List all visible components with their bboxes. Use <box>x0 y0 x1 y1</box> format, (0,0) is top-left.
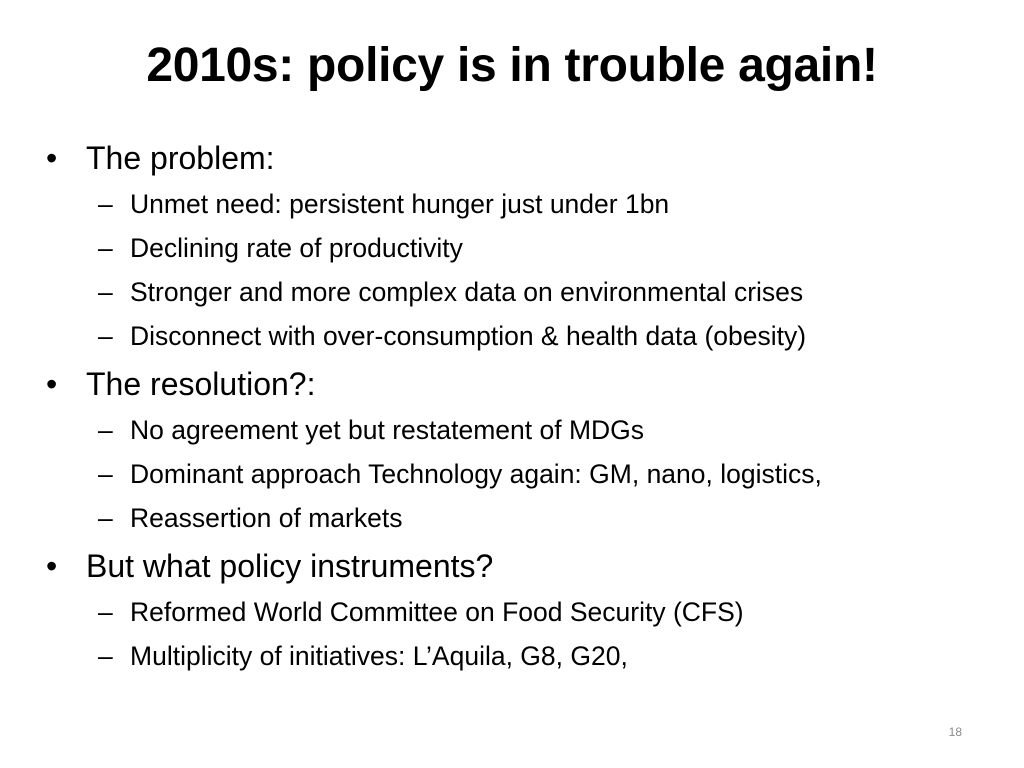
slide-title: 2010s: policy is in trouble again! <box>146 39 878 92</box>
sub-dash: – <box>98 321 113 351</box>
bullet-item: • The problem: <box>46 136 1018 180</box>
bullet-dot: • <box>46 366 58 402</box>
sub-dash: – <box>98 597 113 627</box>
sub-text: Multiplicity of initiatives: L’Aquila, G… <box>130 641 628 671</box>
page-number: 18 <box>948 725 962 739</box>
sub-item: – Dominant approach Technology again: GM… <box>46 452 1018 496</box>
sub-dash: – <box>98 503 113 533</box>
sub-dash: – <box>98 641 113 671</box>
sub-dash: – <box>98 415 113 445</box>
sub-text: Dominant approach Technology again: GM, … <box>130 459 822 489</box>
sub-item: – Declining rate of productivity <box>46 226 1018 270</box>
sub-dash: – <box>98 277 113 307</box>
sub-dash: – <box>98 189 113 219</box>
bullet-item: • The resolution?: <box>46 362 1018 406</box>
bullet-text: The problem: <box>86 140 275 176</box>
sub-dash: – <box>98 233 113 263</box>
sub-text: Unmet need: persistent hunger just under… <box>130 189 670 219</box>
sub-text: Stronger and more complex data on enviro… <box>130 277 804 307</box>
bullet-item: • But what policy instruments? <box>46 544 1018 588</box>
sub-item: – Reformed World Committee on Food Secur… <box>46 590 1018 634</box>
sub-list: – No agreement yet but restatement of MD… <box>46 408 1018 540</box>
sub-item: – Reassertion of markets <box>46 496 1018 540</box>
bullet-text: But what policy instruments? <box>86 548 494 584</box>
sub-text: Declining rate of productivity <box>130 233 463 263</box>
bullet-dot: • <box>46 548 58 584</box>
sub-text: No agreement yet but restatement of MDGs <box>130 415 645 445</box>
sub-item: – Multiplicity of initiatives: L’Aquila,… <box>46 634 1018 678</box>
sub-item: – Stronger and more complex data on envi… <box>46 270 1018 314</box>
sub-item: – Disconnect with over-consumption & hea… <box>46 314 1018 358</box>
sub-dash: – <box>98 459 113 489</box>
sub-item: – No agreement yet but restatement of MD… <box>46 408 1018 452</box>
sub-text: Disconnect with over-consumption & healt… <box>130 321 807 351</box>
sub-item: – Unmet need: persistent hunger just und… <box>46 182 1018 226</box>
sub-list: – Unmet need: persistent hunger just und… <box>46 182 1018 358</box>
sub-text: Reformed World Committee on Food Securit… <box>130 597 744 627</box>
sub-text: Reassertion of markets <box>130 503 403 533</box>
sub-list: – Reformed World Committee on Food Secur… <box>46 590 1018 678</box>
slide-content: • The problem: – Unmet need: persistent … <box>46 136 1018 682</box>
bullet-text: The resolution?: <box>86 366 316 402</box>
bullet-dot: • <box>46 140 58 176</box>
